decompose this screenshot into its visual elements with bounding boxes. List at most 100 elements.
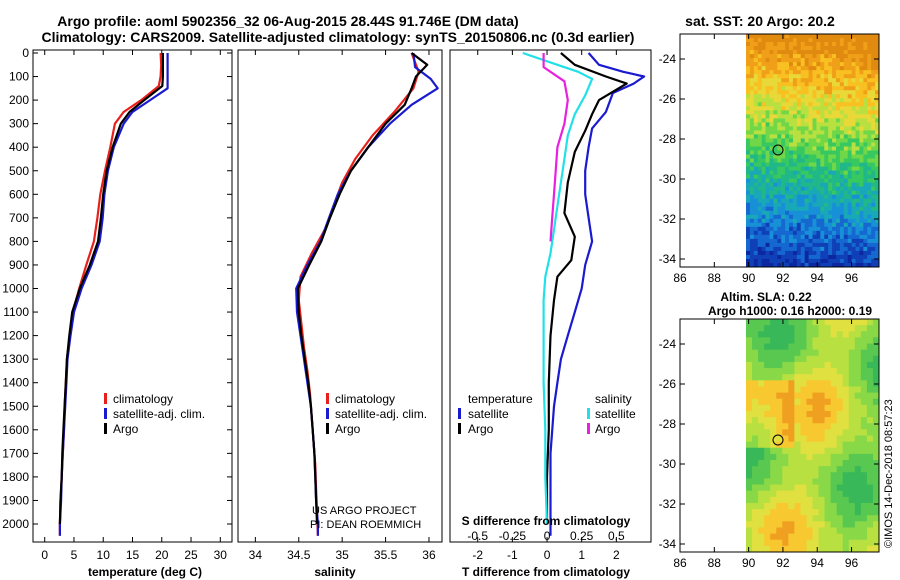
heatmap-cell (875, 214, 880, 220)
heatmap-cell (812, 435, 819, 443)
heatmap-cell (753, 118, 759, 123)
heatmap-cell (818, 539, 825, 547)
heatmap-cell (785, 58, 790, 63)
heatmap-cell (792, 106, 798, 111)
heatmap-cell (867, 134, 872, 139)
heatmap-cell (800, 210, 806, 216)
heatmap-cell (782, 380, 789, 387)
heatmap-cell (789, 166, 794, 171)
heatmap-cell (782, 453, 789, 461)
heatmap-cell (757, 46, 763, 51)
heatmap-cell (746, 478, 753, 485)
heatmap-cell (785, 86, 790, 91)
heatmap-cell (788, 423, 795, 430)
heatmap-cell (848, 453, 856, 461)
heatmap-cell (824, 210, 829, 216)
heatmap-cell (770, 319, 777, 326)
heatmap-cell (746, 521, 753, 528)
heatmap-cell (753, 138, 759, 143)
heatmap-cell (781, 254, 786, 260)
heatmap-cell (843, 114, 849, 119)
heatmap-cell (836, 349, 844, 357)
heatmap-cell (867, 90, 872, 95)
heatmap-cell (832, 94, 837, 99)
heatmap-cell (746, 226, 751, 232)
lat-tick-label: -28 (659, 417, 677, 431)
heatmap-cell (757, 66, 763, 71)
heatmap-cell (765, 62, 770, 67)
heatmap-cell (800, 337, 807, 344)
heatmap-cell (808, 226, 813, 232)
salinity-x-ticks: 34 34.5 35 35.5 36 (249, 50, 436, 562)
heatmap-cell (804, 46, 809, 51)
heatmap-cell (859, 262, 864, 268)
heatmap-cell (796, 186, 802, 192)
s-difference-label: S difference from climatology (462, 514, 631, 528)
heatmap-cell (804, 238, 809, 244)
heatmap-cell (808, 174, 813, 180)
heatmap-cell (855, 242, 860, 248)
heatmap-cell (782, 331, 789, 338)
heatmap-cell (818, 429, 825, 436)
heatmap-cell (776, 472, 783, 479)
heatmap-cell (800, 423, 807, 430)
heatmap-cell (749, 86, 755, 91)
heatmap-cell (812, 398, 819, 406)
heatmap-cell (820, 154, 825, 159)
heatmap-cell (859, 146, 864, 151)
heatmap-cell (871, 94, 876, 99)
heatmap-cell (863, 262, 868, 268)
heatmap-cell (746, 453, 753, 461)
heatmap-cell (828, 230, 833, 236)
heatmap-cell (859, 194, 864, 200)
salinity-series (295, 52, 439, 536)
heatmap-cell (758, 533, 765, 541)
heatmap-cell (782, 435, 789, 443)
heatmap-cell (789, 238, 794, 244)
heatmap-cell (804, 94, 809, 99)
heatmap-cell (753, 42, 759, 47)
heatmap-cell (855, 206, 860, 212)
heatmap-cell (804, 186, 809, 192)
heatmap-cell (832, 82, 837, 87)
heatmap-cell (757, 106, 763, 111)
heatmap-cell (863, 186, 868, 192)
heatmap-cell (808, 94, 813, 99)
heatmap-cell (746, 58, 751, 63)
heatmap-cell (839, 242, 845, 248)
heatmap-cell (757, 138, 763, 143)
heatmap-cell (758, 380, 765, 387)
heatmap-cell (832, 62, 837, 67)
heatmap-cell (752, 441, 759, 449)
heatmap-cell (848, 429, 856, 436)
heatmap-cell (830, 361, 838, 369)
heatmap-cell (832, 58, 837, 63)
heatmap-cell (800, 38, 806, 43)
heatmap-cell (875, 190, 880, 196)
heatmap-cell (866, 539, 874, 547)
heatmap-cell (854, 478, 862, 485)
heatmap-cell (765, 106, 770, 111)
heatmap-cell (824, 58, 829, 63)
heatmap-cell (746, 496, 753, 504)
heatmap-cell (746, 502, 753, 510)
heatmap-cell (749, 110, 755, 115)
heatmap-cell (863, 142, 868, 147)
heatmap-cell (866, 368, 874, 375)
heatmap-cell (773, 142, 778, 147)
heatmap-cell (875, 238, 880, 244)
heatmap-cell (835, 182, 841, 188)
heatmap-cell (875, 34, 880, 39)
heatmap-cell (796, 226, 802, 232)
heatmap-cell (758, 490, 765, 498)
heatmap-cell (804, 54, 809, 59)
heatmap-cell (788, 435, 795, 443)
heatmap-cell (816, 238, 821, 244)
lon-tick-label: 92 (776, 556, 790, 570)
heatmap-cell (781, 70, 786, 75)
heatmap-cell (764, 502, 771, 510)
heatmap-cell (770, 447, 777, 455)
heatmap-cell (851, 42, 856, 47)
heatmap-cell (753, 62, 759, 67)
heatmap-cell (835, 70, 841, 75)
